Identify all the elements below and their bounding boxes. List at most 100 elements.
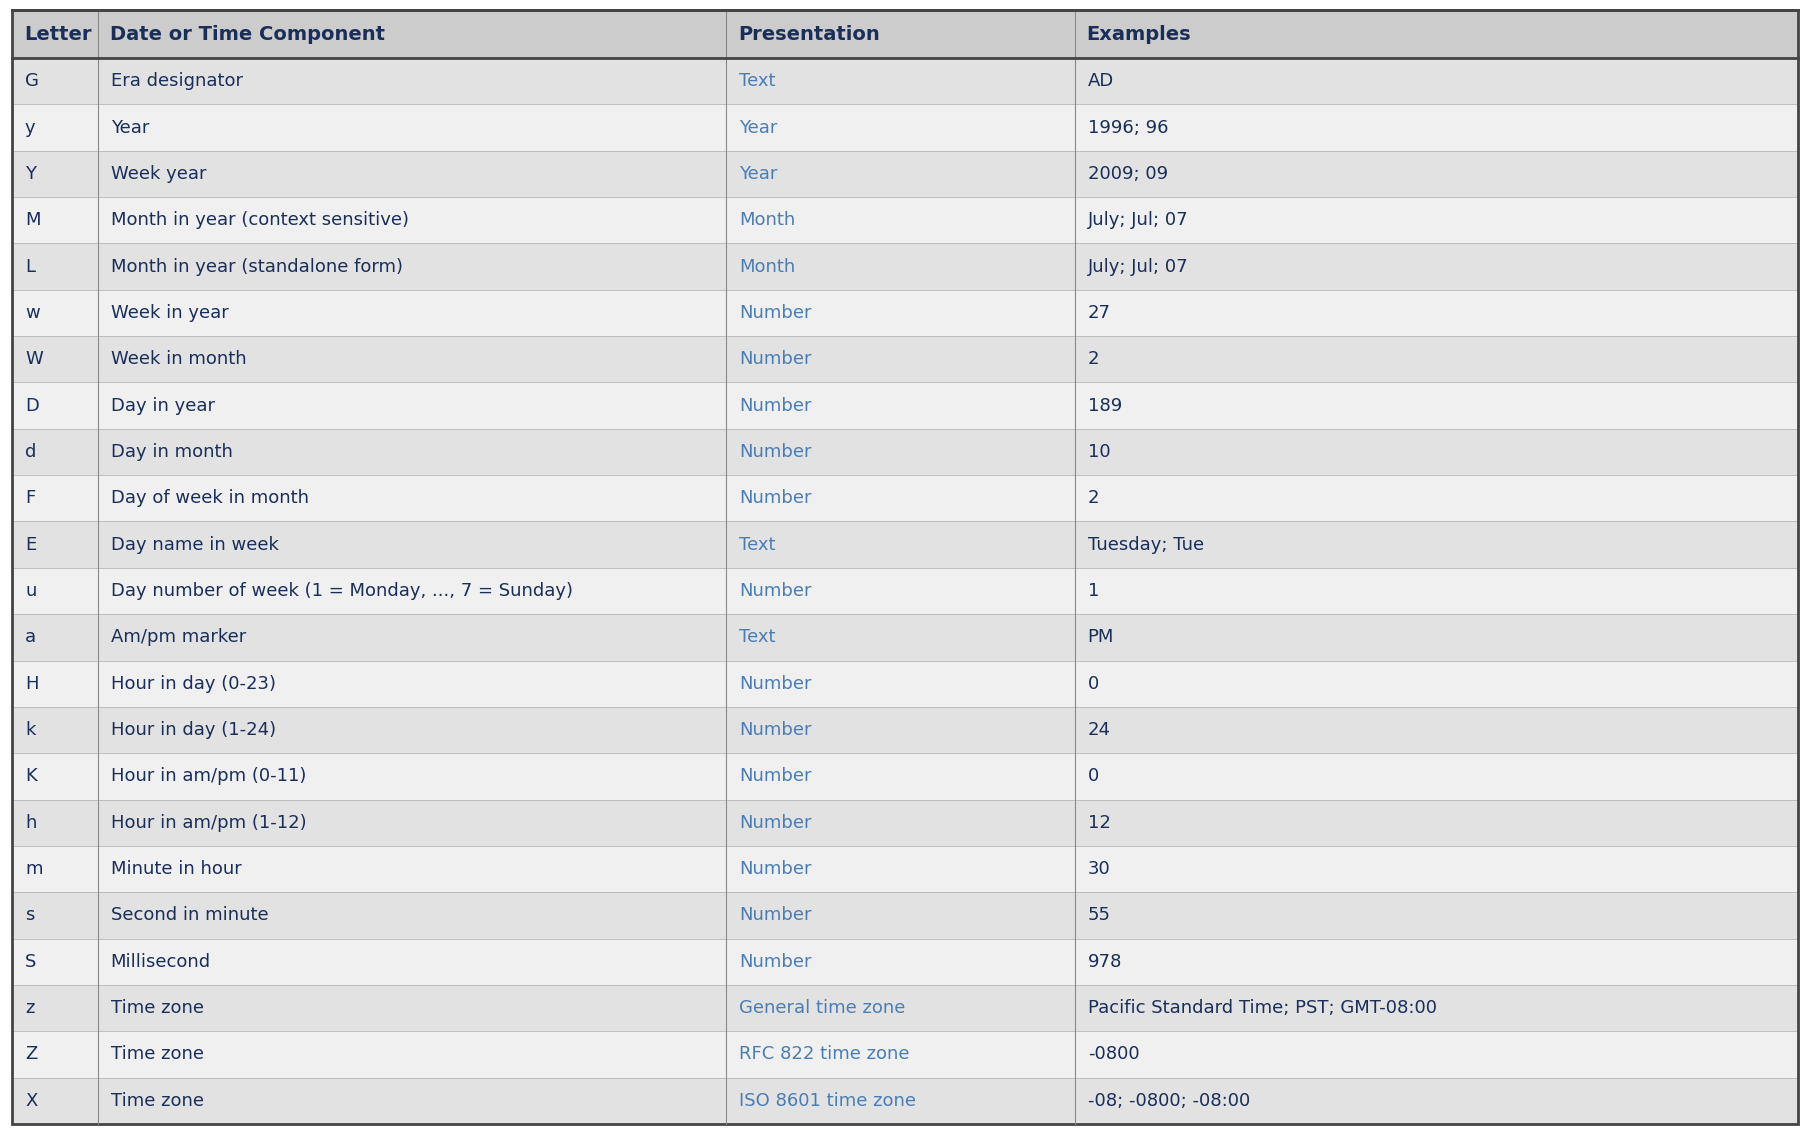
- Bar: [1075, 104, 1797, 151]
- Text: 0: 0: [1088, 675, 1099, 693]
- Bar: [1075, 660, 1797, 706]
- Bar: [13, 1031, 98, 1077]
- Bar: [98, 522, 726, 568]
- Text: F: F: [25, 489, 34, 507]
- Bar: [726, 753, 1075, 799]
- Text: h: h: [25, 814, 36, 831]
- Text: Day name in week: Day name in week: [110, 535, 279, 553]
- Text: K: K: [25, 768, 36, 786]
- Text: k: k: [25, 721, 36, 739]
- Bar: [1075, 58, 1797, 104]
- Bar: [13, 1077, 98, 1124]
- Text: Month: Month: [740, 257, 796, 276]
- Bar: [1075, 799, 1797, 846]
- Bar: [13, 799, 98, 846]
- Text: Day in year: Day in year: [110, 397, 215, 415]
- Text: w: w: [25, 304, 40, 322]
- Bar: [1075, 985, 1797, 1031]
- Bar: [13, 615, 98, 660]
- Text: Number: Number: [740, 350, 813, 369]
- Text: RFC 822 time zone: RFC 822 time zone: [740, 1046, 910, 1064]
- Bar: [98, 197, 726, 244]
- Text: 1: 1: [1088, 582, 1099, 600]
- Text: Week in month: Week in month: [110, 350, 246, 369]
- Bar: [98, 244, 726, 290]
- Text: -0800: -0800: [1088, 1046, 1138, 1064]
- Text: 1996; 96: 1996; 96: [1088, 119, 1167, 136]
- Bar: [726, 104, 1075, 151]
- Bar: [13, 706, 98, 753]
- Bar: [13, 660, 98, 706]
- Text: Am/pm marker: Am/pm marker: [110, 628, 246, 646]
- Text: G: G: [25, 73, 38, 91]
- Text: Minute in hour: Minute in hour: [110, 860, 241, 878]
- Bar: [726, 568, 1075, 615]
- Bar: [98, 1077, 726, 1124]
- Bar: [13, 58, 98, 104]
- Text: Letter: Letter: [24, 25, 92, 43]
- Text: u: u: [25, 582, 36, 600]
- Text: 2009; 09: 2009; 09: [1088, 164, 1167, 183]
- Bar: [98, 892, 726, 939]
- Text: Number: Number: [740, 814, 813, 831]
- Bar: [726, 985, 1075, 1031]
- Bar: [1075, 197, 1797, 244]
- Bar: [726, 522, 1075, 568]
- Bar: [98, 382, 726, 429]
- Bar: [13, 336, 98, 382]
- Bar: [726, 892, 1075, 939]
- Bar: [13, 382, 98, 429]
- Text: Number: Number: [740, 953, 813, 971]
- Text: Examples: Examples: [1086, 25, 1191, 43]
- Text: Time zone: Time zone: [110, 999, 205, 1017]
- Text: 27: 27: [1088, 304, 1111, 322]
- Text: Millisecond: Millisecond: [110, 953, 210, 971]
- Bar: [1075, 244, 1797, 290]
- Text: Year: Year: [740, 119, 778, 136]
- Bar: [726, 660, 1075, 706]
- Text: Presentation: Presentation: [738, 25, 880, 43]
- Bar: [98, 660, 726, 706]
- Bar: [1075, 939, 1797, 985]
- Text: Second in minute: Second in minute: [110, 906, 268, 924]
- Bar: [98, 104, 726, 151]
- Bar: [1075, 382, 1797, 429]
- Text: z: z: [25, 999, 34, 1017]
- Text: 30: 30: [1088, 860, 1110, 878]
- Bar: [1075, 1077, 1797, 1124]
- Text: Text: Text: [740, 535, 776, 553]
- Bar: [98, 985, 726, 1031]
- Bar: [1075, 892, 1797, 939]
- Text: Week year: Week year: [110, 164, 206, 183]
- Bar: [1075, 429, 1797, 475]
- Text: Time zone: Time zone: [110, 1092, 205, 1110]
- Text: d: d: [25, 443, 36, 460]
- Text: Year: Year: [110, 119, 148, 136]
- Bar: [1075, 151, 1797, 197]
- Text: Number: Number: [740, 582, 813, 600]
- Bar: [13, 151, 98, 197]
- Bar: [98, 475, 726, 522]
- Bar: [13, 892, 98, 939]
- Bar: [726, 290, 1075, 336]
- Bar: [98, 846, 726, 892]
- Bar: [98, 429, 726, 475]
- Bar: [726, 244, 1075, 290]
- Bar: [98, 336, 726, 382]
- Text: Tuesday; Tue: Tuesday; Tue: [1088, 535, 1204, 553]
- Bar: [1075, 568, 1797, 615]
- Bar: [98, 290, 726, 336]
- Text: s: s: [25, 906, 34, 924]
- Text: a: a: [25, 628, 36, 646]
- Text: Y: Y: [25, 164, 36, 183]
- Text: Hour in day (1-24): Hour in day (1-24): [110, 721, 275, 739]
- Text: Text: Text: [740, 73, 776, 91]
- Bar: [13, 429, 98, 475]
- Text: Number: Number: [740, 304, 813, 322]
- Bar: [98, 799, 726, 846]
- Bar: [98, 151, 726, 197]
- Bar: [1075, 615, 1797, 660]
- Bar: [1075, 846, 1797, 892]
- Bar: [726, 615, 1075, 660]
- Text: m: m: [25, 860, 42, 878]
